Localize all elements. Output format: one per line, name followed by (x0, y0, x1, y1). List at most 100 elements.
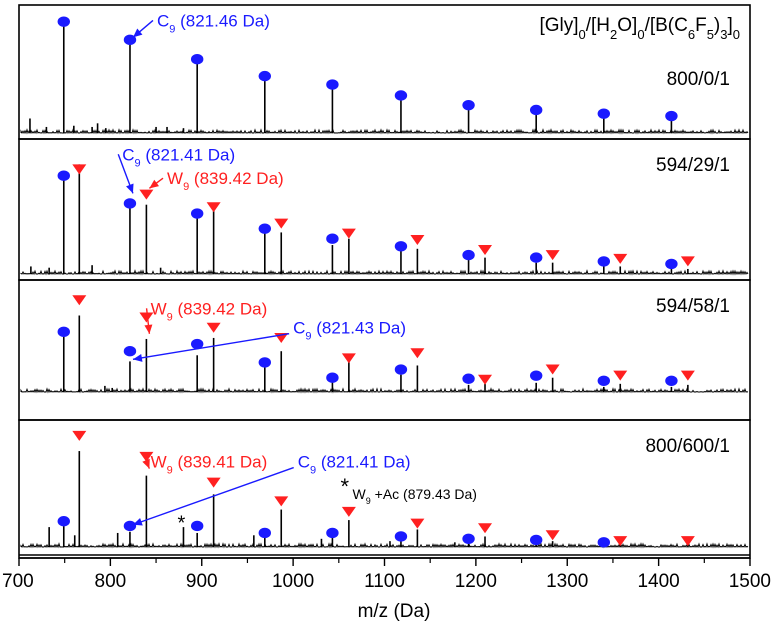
acetylated-note-star: * (341, 474, 350, 499)
water-marker-red-triangle (206, 477, 221, 488)
water-marker-red-triangle (139, 189, 154, 200)
water-marker-red-triangle (410, 348, 425, 359)
peak-annotation-part: W (151, 299, 167, 318)
baseline-trace (20, 387, 749, 394)
cluster-marker-blue-dot (394, 241, 408, 252)
legend-header-part: 0 (637, 27, 644, 42)
water-marker-red-triangle (680, 536, 695, 547)
cluster-marker-blue-dot (597, 537, 610, 548)
cluster-marker-blue-dot (462, 99, 475, 111)
water-marker-red-triangle (613, 536, 628, 547)
baseline-trace (20, 542, 749, 549)
cluster-marker-blue-dot (665, 375, 678, 386)
cluster-marker-blue-dot (394, 364, 408, 375)
water-marker-red-triangle (478, 523, 493, 534)
peak-annotation-part: (821.46 Da) (175, 11, 270, 30)
cluster-marker-blue-dot (326, 372, 339, 383)
cluster-marker-blue-dot (190, 520, 204, 532)
spectrum-panel-3: 594/58/1W9 (839.42 Da)C9 (821.43 Da) (18, 279, 751, 421)
annotation-arrow-line (132, 333, 290, 361)
water-marker-red-triangle (613, 253, 628, 264)
legend-header-part: /[H (586, 15, 610, 36)
peak-annotation-part: 9 (167, 311, 173, 323)
water-marker-red-triangle (341, 506, 356, 517)
peak-annotation-part: (839.42 Da) (189, 169, 284, 188)
water-marker-red-triangle (72, 164, 87, 175)
cluster-marker-blue-dot (665, 258, 678, 270)
peak-annotation-part: 9 (167, 465, 173, 477)
cluster-marker-blue-dot (57, 326, 70, 338)
cluster-marker-blue-dot (57, 170, 70, 181)
cluster-marker-blue-dot (57, 516, 70, 527)
x-tick-label: 700 (2, 571, 34, 592)
cluster-marker-blue-dot (326, 233, 339, 244)
cluster-marker-blue-dot (190, 208, 204, 219)
acetylated-note-part: W (353, 486, 367, 502)
peak-annotation-part: 9 (183, 181, 189, 193)
cluster-marker-blue-dot (190, 53, 204, 65)
ratio-label: 800/0/1 (667, 69, 730, 90)
water-marker-red-triangle (410, 234, 425, 245)
x-tick-label: 1000 (272, 571, 314, 592)
peak-annotation-part: C (157, 11, 169, 30)
peak-annotation-part: 9 (305, 331, 311, 343)
water-marker-red-triangle (545, 364, 560, 375)
x-tick-label: 900 (186, 571, 218, 592)
annotation-arrow-head (126, 183, 134, 194)
peak-annotation: C9 (821.46 Da) (157, 11, 270, 35)
water-marker-red-triangle (139, 451, 154, 462)
cluster-marker-blue-dot (597, 108, 610, 119)
water-marker-red-triangle (545, 530, 560, 541)
legend-header-part: /[B(C (645, 15, 688, 36)
legend-header-part: 6 (688, 27, 695, 42)
legend-header: [Gly]0/[H2O]0/[B(C6F5)3]0 (539, 15, 740, 42)
annotation-arrow-line (132, 466, 294, 526)
x-tick-label: 1300 (546, 571, 588, 592)
water-marker-red-triangle (206, 202, 221, 213)
water-marker-red-triangle (206, 322, 221, 333)
peak-annotation-part: W (151, 453, 167, 472)
peak-annotation: W9 (839.42 Da) (151, 299, 268, 323)
water-marker-red-triangle (341, 353, 356, 364)
peak-annotation-part: C (298, 453, 310, 472)
legend-header-part: 0 (733, 27, 740, 42)
legend-header-part: 3 (720, 27, 727, 42)
legend-header-part: 2 (610, 27, 617, 42)
ratio-label: 800/600/1 (645, 436, 730, 457)
peak-annotation-part: (821.41 Da) (141, 145, 236, 164)
cluster-marker-blue-dot (258, 527, 271, 539)
x-tick-label: 1200 (455, 571, 497, 592)
water-marker-red-triangle (680, 256, 695, 267)
cluster-marker-blue-dot (190, 338, 204, 350)
annotation-arrow-head (132, 353, 143, 362)
x-axis: 700 800 900 1000 1100 1200 1300 1400 1500 (2, 554, 771, 592)
legend-header-part: [Gly] (539, 15, 578, 36)
peak-annotation: W9 (839.41 Da) (151, 453, 268, 477)
peak-annotation: W9 (839.42 Da) (167, 169, 284, 193)
peak-annotation-part: W (167, 169, 183, 188)
water-marker-red-triangle (274, 496, 289, 507)
water-marker-red-triangle (613, 370, 628, 381)
peak-annotation-part: (839.42 Da) (173, 299, 268, 318)
water-marker-red-triangle (478, 374, 493, 385)
cluster-marker-blue-dot (462, 249, 475, 261)
water-marker-red-triangle (410, 518, 425, 529)
panels-group: 800/0/1C9 (821.46 Da) [Gly]0/[H2O]0/[B(C6… (18, 4, 751, 559)
peak-annotation-part: C (122, 145, 134, 164)
acetylated-note-part: +Ac (879.43 Da) (371, 486, 477, 502)
water-marker-red-triangle (478, 245, 493, 256)
x-tick-label: 1100 (364, 571, 405, 592)
water-marker-red-triangle (680, 370, 695, 381)
cluster-marker-blue-dot (529, 104, 543, 116)
cluster-marker-blue-dot (57, 16, 70, 27)
water-marker-red-triangle (545, 250, 560, 261)
annotation-arrow-head (132, 28, 143, 38)
cluster-marker-blue-dot (462, 533, 475, 545)
legend-header-part: ) (714, 15, 720, 36)
ratio-label: 594/58/1 (656, 296, 730, 317)
peak-annotation-part: (821.43 Da) (312, 319, 407, 338)
peak-annotation-part: C (293, 319, 305, 338)
water-marker-red-triangle (72, 430, 87, 441)
legend-header-part: ] (727, 15, 732, 36)
baseline-trace (20, 269, 749, 276)
